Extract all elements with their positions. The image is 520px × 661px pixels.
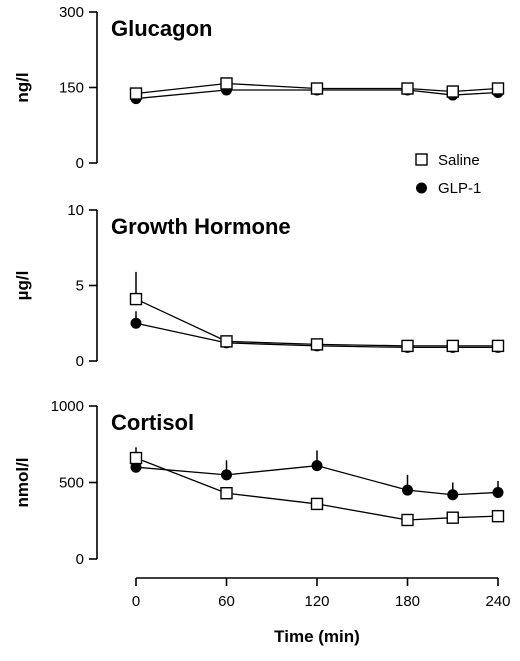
x-tick-label: 180 [395,593,420,610]
series-line-glp-1 [135,465,499,496]
data-point-saline [491,509,505,523]
data-point-saline [446,85,459,98]
y-tick-label: 10 [67,202,84,219]
data-point-saline [310,82,324,95]
data-point-saline [129,292,143,306]
y-axis-label: ng/l [13,72,32,102]
panel-title: Cortisol [111,410,194,435]
data-point-saline [446,511,459,524]
panel-title: Glucagon [111,16,212,41]
data-point-saline [401,513,414,527]
x-axis: 0 60 120 180 240 Time (min) [132,577,511,646]
panel-2: 0 5 10 µg/l Growth Hormone [13,202,505,370]
data-point-glp1 [221,469,232,481]
data-point-saline [220,335,233,348]
y-axis-label: µg/l [13,271,32,301]
data-point-glp1 [311,460,323,472]
legend-marker-glp1 [416,182,427,194]
data-point-glp1 [492,486,504,498]
x-axis-label: Time (min) [274,627,360,646]
data-point-saline [129,451,143,465]
data-point-saline [491,339,505,353]
data-point-glp1 [130,461,142,473]
y-tick-label: 1000 [51,398,84,415]
panel-title: Growth Hormone [111,214,291,239]
y-tick-label: 0 [76,155,84,172]
x-tick-label: 60 [218,593,235,610]
y-tick-label: 150 [59,80,84,97]
data-point-glp1 [447,489,459,501]
series-line-saline [135,82,499,95]
x-tick-label: 240 [485,593,510,610]
legend: Saline GLP-1 [415,152,481,197]
legend-label: GLP-1 [438,180,481,197]
data-point-saline [491,82,505,95]
data-point-saline [220,487,233,500]
y-tick-label: 300 [59,4,84,21]
panel-3: 0 500 1000 nmol/l Cortisol [13,398,505,568]
y-tick-label: 0 [76,353,84,370]
y-tick-label: 5 [76,278,84,295]
data-point-saline [401,339,414,353]
series-line-saline [135,457,499,521]
data-point-saline [446,339,459,353]
data-point-glp1 [130,317,142,329]
series-line-glp-1 [135,89,499,100]
legend-marker-saline [415,153,428,166]
series-line-saline [135,298,498,347]
x-tick-label: 0 [132,593,140,610]
y-tick-label: 0 [76,551,84,568]
y-axis-label: nmol/l [13,457,32,507]
data-point-saline [401,82,414,95]
data-point-saline [310,497,324,511]
x-tick-label: 120 [304,593,329,610]
series-line-glp-1 [135,322,498,349]
y-tick-label: 500 [59,475,84,492]
data-point-saline [220,77,233,90]
data-point-glp1 [402,484,413,496]
panel-1: 0 150 300 ng/l Glucagon [13,4,505,172]
data-point-saline [129,87,143,100]
data-point-saline [310,338,324,351]
legend-label: Saline [438,152,480,169]
